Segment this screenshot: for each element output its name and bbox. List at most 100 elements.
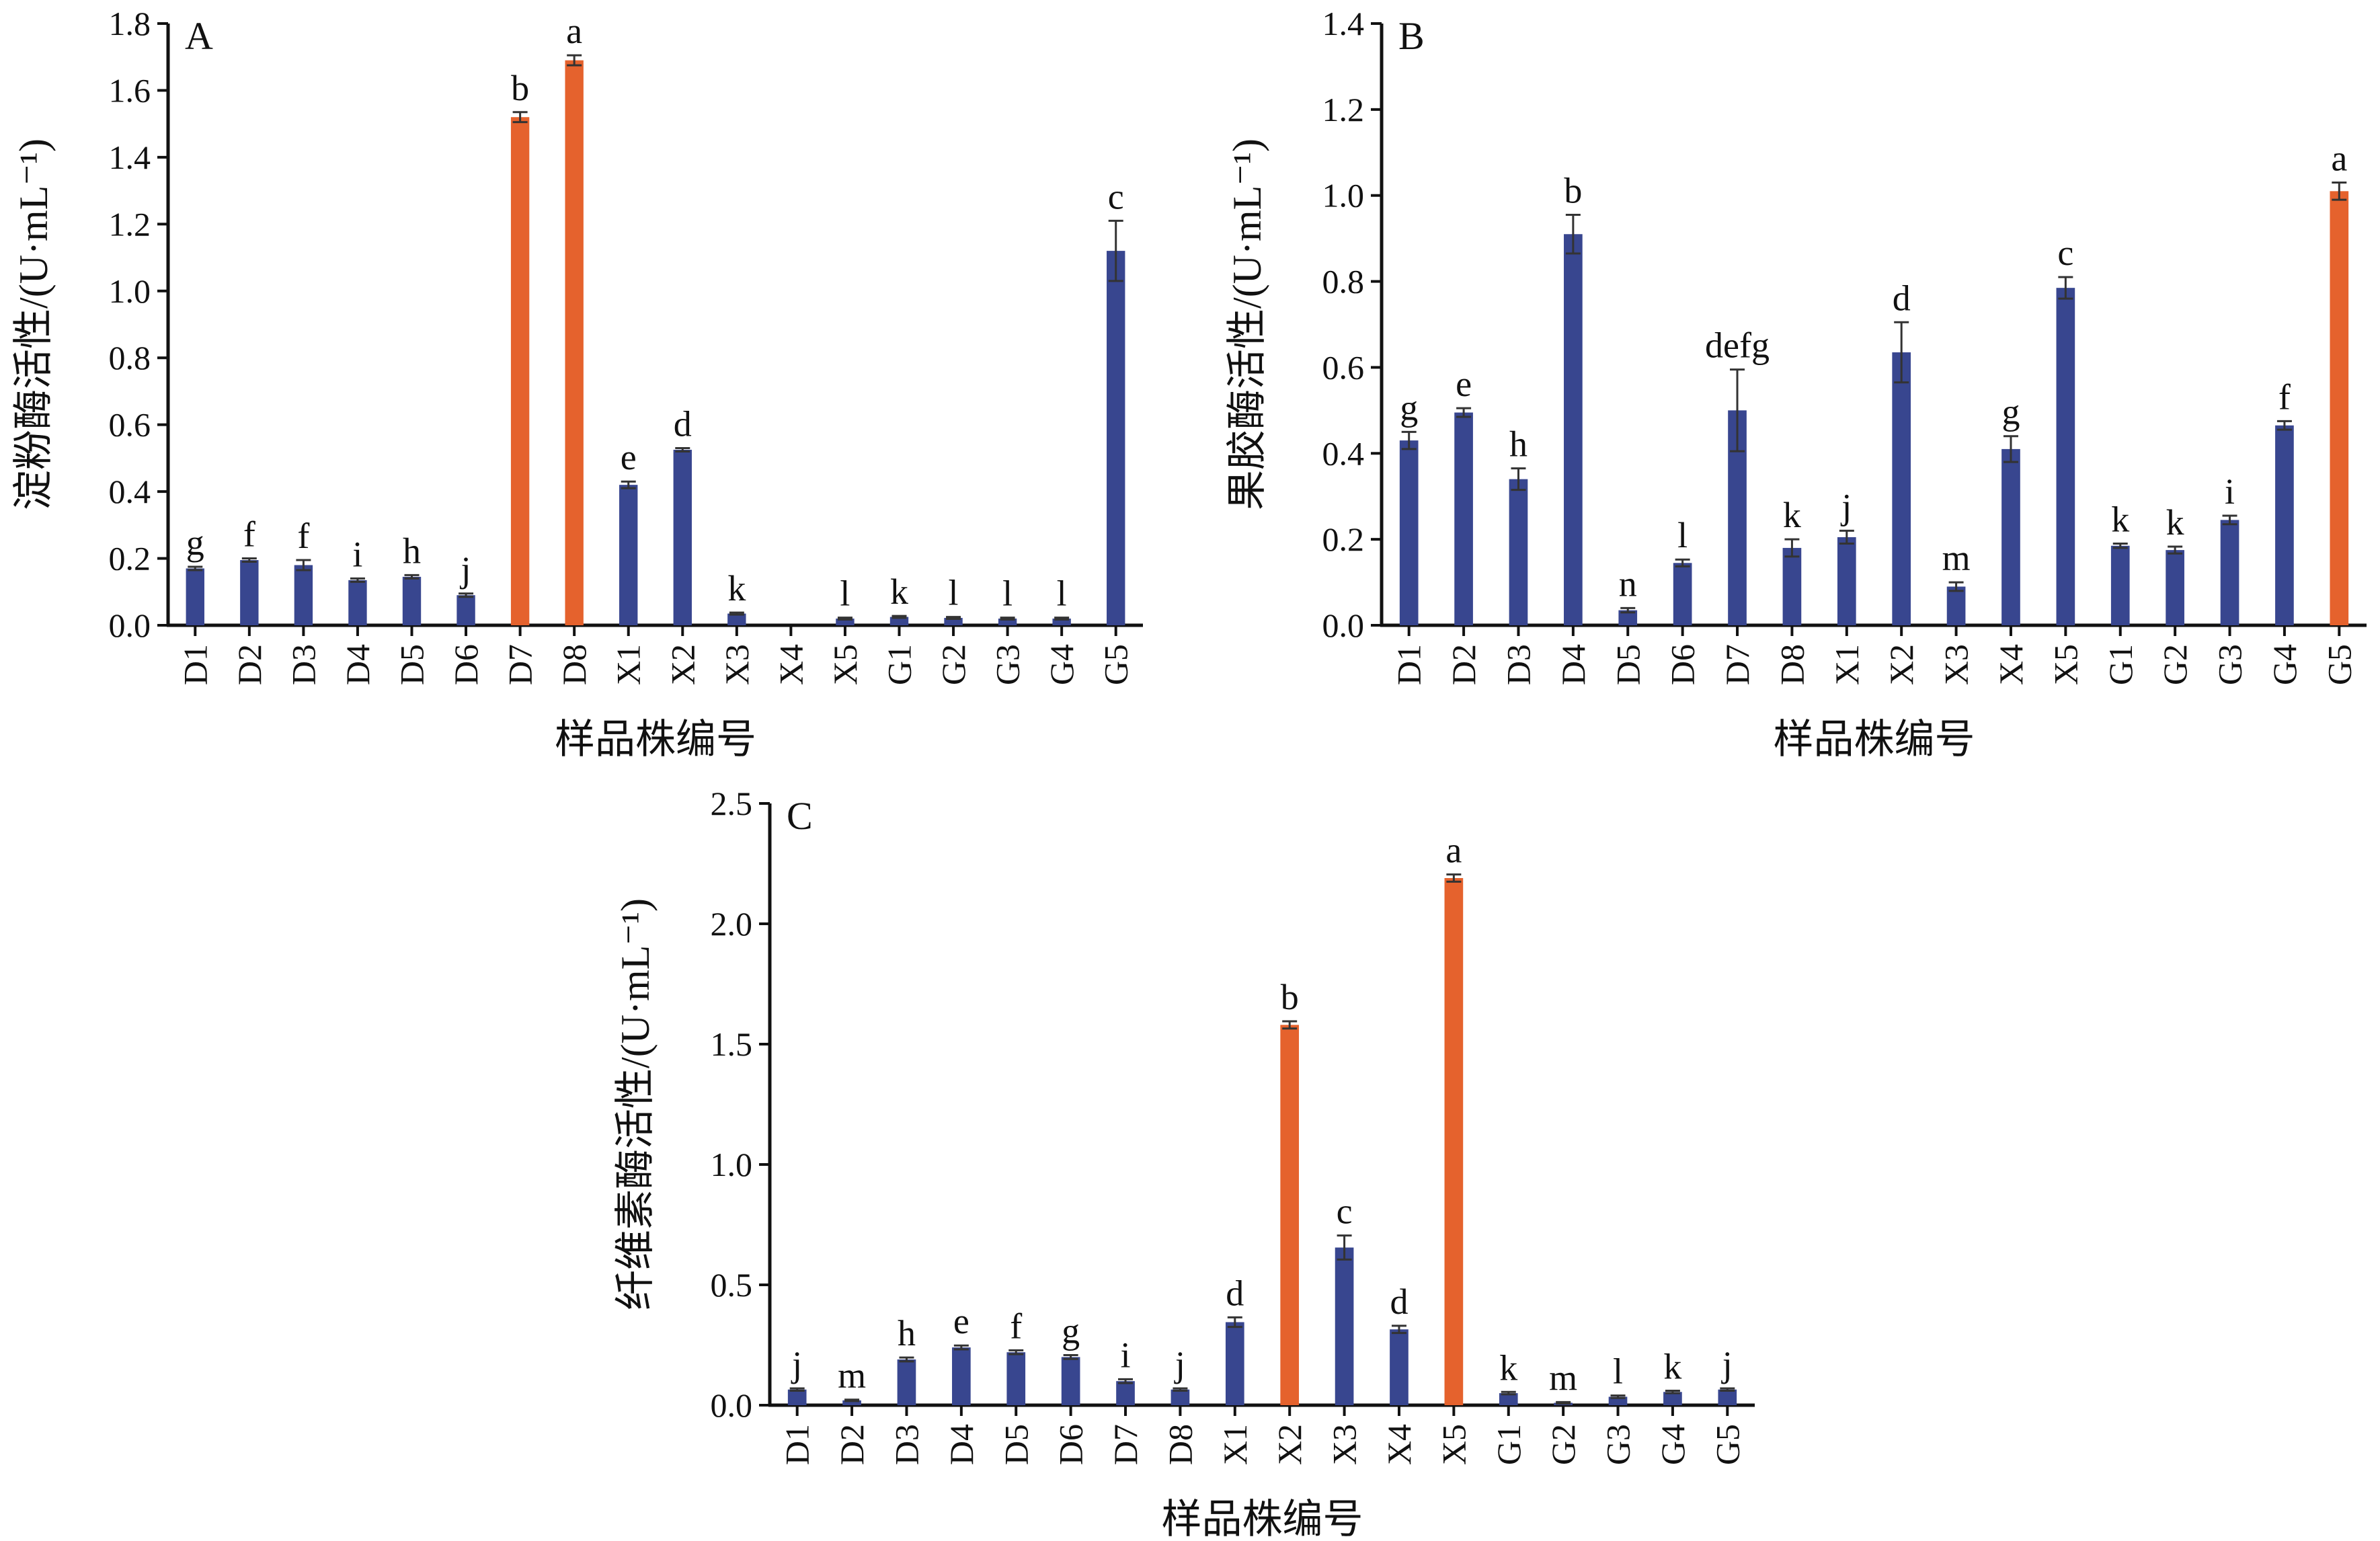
- panel-label: B: [1398, 14, 1425, 58]
- y-tick-label: 1.0: [109, 272, 151, 310]
- error-bar: [1501, 1390, 1516, 1396]
- error-bar: [899, 1356, 914, 1363]
- x-tick-label: G1: [881, 644, 918, 685]
- bar-g5: [2330, 191, 2349, 626]
- significance-letter: a: [2331, 139, 2347, 179]
- significance-letter: b: [511, 68, 529, 108]
- error-bar: [1063, 1354, 1078, 1360]
- y-axis-title: 淀粉酶活性/(U·mL⁻¹): [11, 139, 56, 510]
- y-tick-label: 0.0: [109, 606, 151, 644]
- x-tick-label: G3: [989, 644, 1027, 685]
- y-tick-label: 0.4: [109, 473, 151, 510]
- y-tick-label: 0.2: [109, 540, 151, 578]
- panel-label: C: [787, 794, 813, 838]
- significance-letter: f: [243, 514, 255, 555]
- x-axis-title: 样品株编号: [1162, 1497, 1363, 1541]
- significance-letter: l: [1002, 574, 1013, 614]
- y-tick-label: 0.0: [711, 1386, 753, 1424]
- x-tick-label: D6: [447, 644, 485, 685]
- significance-letter: f: [2278, 377, 2291, 417]
- error-bar: [1511, 467, 1526, 491]
- x-tick-label: X2: [1271, 1424, 1308, 1465]
- error-bar: [1008, 1349, 1024, 1355]
- significance-letter: c: [1108, 176, 1124, 216]
- error-bar: [567, 54, 582, 67]
- error-bar: [241, 557, 257, 563]
- y-tick-label: 1.4: [1322, 5, 1365, 42]
- x-tick-label: D5: [1609, 644, 1647, 685]
- x-tick-label: D8: [555, 644, 593, 685]
- y-tick-label: 1.6: [109, 71, 151, 109]
- y-tick-label: 2.0: [711, 905, 753, 943]
- x-tick-label: X1: [610, 644, 647, 685]
- significance-letter: a: [1445, 830, 1462, 871]
- error-bar: [1839, 529, 1854, 545]
- bar-g4: [1663, 1392, 1682, 1405]
- x-tick-label: D2: [833, 1424, 871, 1465]
- significance-letter: k: [727, 568, 746, 608]
- significance-letter: d: [674, 403, 692, 444]
- bar-d5: [402, 576, 422, 625]
- error-bar: [1720, 1387, 1735, 1392]
- x-tick-label: D1: [1390, 644, 1428, 685]
- significance-letter: m: [1942, 538, 1971, 578]
- y-axis-title: 纤维素酶活性/(U·mL⁻¹): [613, 898, 658, 1310]
- error-bar: [1337, 1234, 1352, 1261]
- error-bar: [188, 565, 203, 571]
- chart-panel-C: 0.0 0.5 1.0 1.5 2.0 2.5 C D1 j D2 m D3 h D4 e D5 f D6 g D7 i…: [613, 785, 1755, 1541]
- bar-g1: [1499, 1393, 1518, 1405]
- x-tick-label: G4: [1043, 644, 1080, 685]
- significance-letter: b: [1281, 977, 1299, 1017]
- bar-x1: [1837, 537, 1856, 625]
- error-bar: [2276, 420, 2292, 431]
- significance-letter: g: [2001, 392, 2020, 432]
- x-tick-label: X3: [1326, 1424, 1363, 1465]
- significance-letter: j: [460, 549, 471, 590]
- error-bar: [1118, 1378, 1134, 1384]
- error-bar: [2332, 182, 2347, 201]
- y-tick-label: 0.8: [109, 339, 151, 377]
- bar-d2: [240, 560, 259, 625]
- y-tick-label: 0.4: [1322, 434, 1365, 472]
- bar-d7: [510, 117, 530, 625]
- x-tick-label: X1: [1216, 1424, 1254, 1465]
- significance-letter: e: [953, 1301, 969, 1341]
- bar-d1: [186, 568, 204, 625]
- bar-x5: [836, 619, 855, 625]
- significance-letter: a: [566, 11, 582, 51]
- significance-letter: j: [1840, 486, 1852, 526]
- x-tick-label: D5: [997, 1424, 1035, 1465]
- significance-letter: i: [1121, 1335, 1131, 1375]
- x-tick-label: D2: [1445, 644, 1482, 685]
- significance-letter: g: [1400, 387, 1418, 428]
- significance-letter: d: [1226, 1273, 1244, 1313]
- x-tick-label: G3: [2211, 644, 2249, 685]
- x-axis-title: 样品株编号: [555, 717, 756, 762]
- y-tick-label: 0.2: [1322, 520, 1365, 558]
- error-bar: [1391, 1325, 1406, 1335]
- bar-x2: [1280, 1025, 1300, 1405]
- x-tick-label: D6: [1052, 1424, 1090, 1465]
- x-tick-label: X5: [2047, 644, 2084, 685]
- significance-letter: g: [1062, 1311, 1080, 1351]
- significance-letter: m: [838, 1355, 866, 1396]
- y-tick-label: 0.6: [1322, 348, 1365, 386]
- error-bar: [1282, 1020, 1298, 1030]
- bar-g4: [2275, 425, 2294, 625]
- bar-g5: [1107, 251, 1125, 626]
- bar-x2: [673, 449, 692, 625]
- significance-letter: k: [2166, 502, 2184, 543]
- bar-d8: [1782, 547, 1802, 625]
- bar-g5: [1718, 1389, 1737, 1405]
- x-tick-label: D2: [231, 644, 268, 685]
- error-bar: [1620, 606, 1636, 614]
- significance-letter: i: [2225, 471, 2235, 512]
- x-tick-label: X4: [1992, 644, 2030, 685]
- error-bar: [1446, 873, 1462, 883]
- significance-letter: m: [1549, 1357, 1577, 1398]
- bar-x5: [1444, 877, 1464, 1405]
- x-tick-label: X2: [664, 644, 701, 685]
- significance-letter: k: [890, 571, 908, 612]
- x-tick-label: G3: [1599, 1424, 1637, 1465]
- bar-d8: [565, 60, 584, 625]
